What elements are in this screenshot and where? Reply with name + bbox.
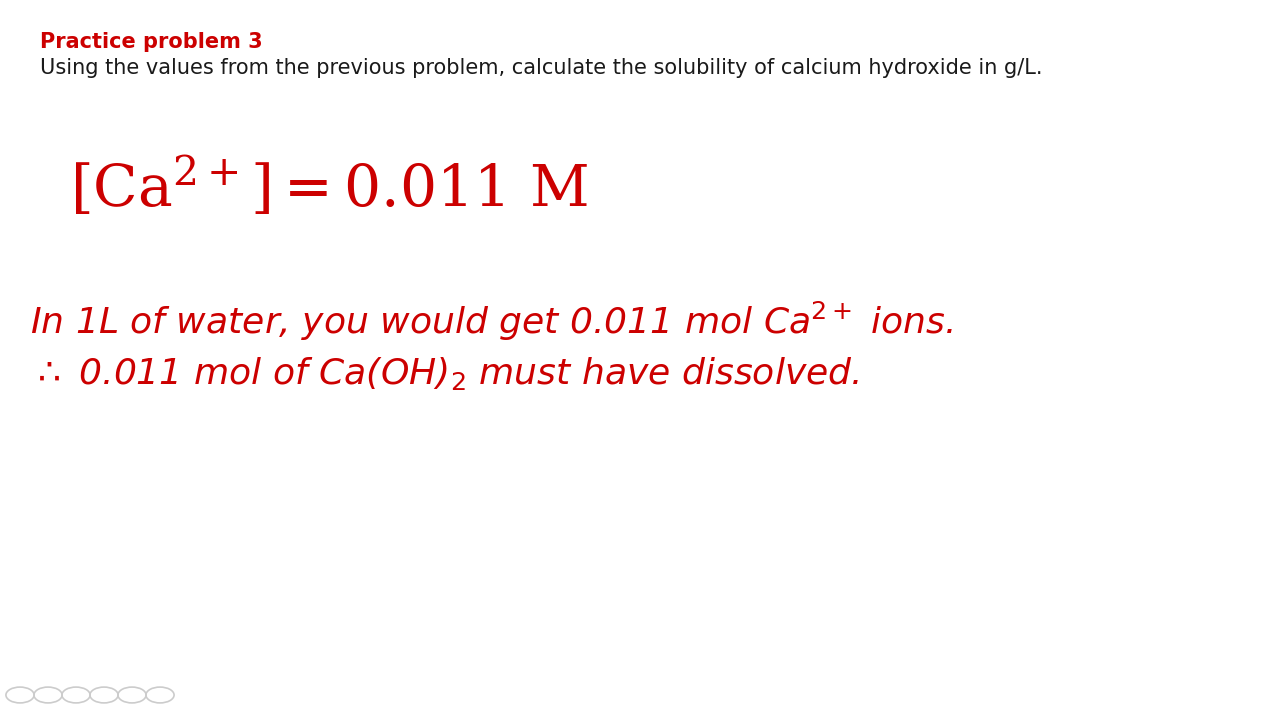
Text: In 1L of water, you would get 0.011 mol Ca$^{2+}$ ions.: In 1L of water, you would get 0.011 mol … [29, 300, 954, 343]
Text: $\left[\mathrm{Ca}^{2+}\right] = 0.011\ \mathrm{M}$: $\left[\mathrm{Ca}^{2+}\right] = 0.011\ … [70, 155, 588, 219]
Text: $\therefore$ 0.011 mol of Ca(OH)$_2$ must have dissolved.: $\therefore$ 0.011 mol of Ca(OH)$_2$ mus… [29, 355, 859, 392]
Text: Practice problem 3: Practice problem 3 [40, 32, 262, 52]
Text: Using the values from the previous problem, calculate the solubility of calcium : Using the values from the previous probl… [40, 58, 1042, 78]
